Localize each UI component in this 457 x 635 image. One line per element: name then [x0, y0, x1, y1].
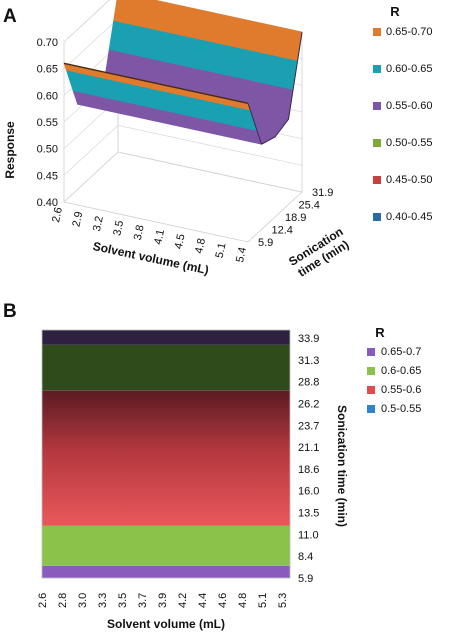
- panel-a-x-tick-label: 3.8: [132, 224, 147, 241]
- panel-b-y-tick-label: 18.6: [298, 464, 319, 476]
- panel-b-legend-label: 0.65-0.7: [381, 346, 421, 358]
- panel-b-y-axis-title: Sonication time (min): [335, 405, 349, 527]
- panel-b-band: [42, 525, 290, 566]
- panel-b-x-tick-label: 4.2: [177, 593, 189, 608]
- panel-a-legend-swatch: [373, 213, 381, 221]
- panel-a-y-tick-label: 0.55: [37, 117, 58, 129]
- panel-a-x-tick-label: 5.4: [234, 246, 249, 263]
- panel-a-legend-swatch: [373, 65, 381, 73]
- panel-b-x-tick-label: 3.7: [137, 593, 149, 608]
- panel-a-legend-swatch: [373, 176, 381, 184]
- panel-a-legend-title: R: [390, 4, 400, 19]
- panel-b-legend: 0.65-0.7 0.6-0.65 0.55-0.6 0.5-0.55: [367, 346, 421, 415]
- panel-a-x-axis-title: Solvent volume (mL): [92, 239, 210, 277]
- panel-b-x-tick-label: 4.6: [217, 593, 229, 608]
- panel-b-x-tick-label: 2.6: [37, 593, 49, 608]
- panel-a-y-tick-label: 0.70: [37, 37, 58, 49]
- panel-a-surface-plot: 0.70 0.65 0.60 0.55 0.50 0.45 0.402.6 2.9 3.2 3.5…: [37, 0, 333, 264]
- panel-b-band: [42, 390, 290, 526]
- panel-a-legend: 0.65-0.70 0.60-0.65 0.55-0.60 0.50-0.55 0.45…: [373, 26, 432, 223]
- panel-a-x-tick-label: 3.5: [111, 219, 126, 236]
- panel-b-band: [42, 330, 290, 345]
- panel-b-x-tick-label: 3.9: [157, 593, 169, 608]
- panel-b-y-tick-label: 31.3: [298, 355, 319, 367]
- panel-a-gridline: [63, 124, 303, 176]
- panel-a-legend-label: 0.65-0.70: [386, 26, 432, 38]
- panel-a-z-tick-label: 12.4: [272, 225, 293, 237]
- panel-b-y-tick-label: 13.5: [298, 508, 319, 520]
- panel-a-legend-label: 0.60-0.65: [386, 63, 432, 75]
- panel-a-legend-label: 0.40-0.45: [386, 211, 432, 223]
- panel-b-y-tick-label: 23.7: [298, 420, 319, 432]
- panel-b-band: [42, 344, 290, 391]
- panel-a-legend-swatch: [373, 28, 381, 36]
- panel-a-y-tick-label: 0.40: [37, 197, 58, 209]
- panel-a-legend-swatch: [373, 139, 381, 147]
- panel-b-y-tick-label: 8.4: [298, 551, 313, 563]
- panel-a-surface-front-edge: [63, 62, 249, 105]
- panel-b-y-tick-label: 16.0: [298, 486, 319, 498]
- panel-b-legend-swatch: [367, 386, 375, 394]
- panel-a-surface-edge: [247, 31, 303, 145]
- panel-a-y-tick-label: 0.50: [37, 144, 58, 156]
- panel-b-x-tick-label: 5.1: [257, 593, 269, 608]
- panel-a-x-tick-label: 3.2: [91, 215, 106, 232]
- panel-a-y-axis-title: Response: [3, 121, 17, 179]
- panel-b-x-tick-label: 2.8: [57, 593, 69, 608]
- panel-b-legend-title: R: [375, 325, 385, 340]
- panel-a-x-tick-label: 4.5: [173, 233, 188, 250]
- panel-b-legend-label: 0.5-0.55: [381, 403, 421, 415]
- panel-a-legend-swatch: [373, 102, 381, 110]
- panel-b-x-tick-label: 3.3: [97, 593, 109, 608]
- panel-a-y-tick-label: 0.45: [37, 170, 58, 182]
- panel-b-x-axis-title: Solvent volume (mL): [107, 617, 225, 631]
- panel-a-x-tick-label: 4.8: [193, 237, 208, 254]
- panel-a-x-tick-label: 2.6: [50, 206, 65, 223]
- panel-a-z-tick-label: 18.9: [285, 212, 306, 224]
- panel-b-y-tick-label: 28.8: [298, 377, 319, 389]
- panel-b-y-tick-label: 21.1: [298, 442, 319, 454]
- panel-b-y-tick-label: 5.9: [298, 573, 313, 585]
- panel-b-x-tick-label: 5.3: [277, 593, 289, 608]
- panel-a-legend-label: 0.50-0.55: [386, 137, 432, 149]
- panel-b-x-tick-label: 4.4: [197, 593, 209, 608]
- panel-b-band: [42, 565, 290, 578]
- panel-a-z-tick-label: 25.4: [299, 200, 320, 212]
- panel-b-y-tick-label: 11.0: [298, 529, 319, 541]
- panel-a-legend-label: 0.45-0.50: [386, 174, 432, 186]
- panel-b-legend-label: 0.55-0.6: [381, 384, 421, 396]
- panel-b-heatmap: 33.9 31.3 28.8 26.2 23.7 21.1 18.6 16.0 13.5 11.0…: [37, 329, 319, 608]
- panel-b-x-tick-label: 3.0: [77, 593, 89, 608]
- panel-a-y-tick-label: 0.60: [37, 90, 58, 102]
- panel-a-gridline: [63, 151, 303, 203]
- panel-a-legend-label: 0.55-0.60: [386, 100, 432, 112]
- panel-b-y-tick-label: 33.9: [298, 333, 319, 345]
- panel-b-legend-label: 0.6-0.65: [381, 365, 421, 377]
- panel-b-legend-swatch: [367, 348, 375, 356]
- panel-b-plot-frame: [41, 329, 291, 579]
- panel-b-legend-swatch: [367, 367, 375, 375]
- panel-a-x-tick-label: 5.1: [214, 242, 229, 259]
- panel-b-y-tick-label: 26.2: [298, 399, 319, 411]
- panel-b-legend-swatch: [367, 405, 375, 413]
- panel-a-y-tick-label: 0.65: [37, 64, 58, 76]
- panel-a-x-tick-label: 2.9: [70, 211, 85, 228]
- panel-a-label: A: [3, 6, 17, 27]
- panel-a-z-tick-label: 5.9: [258, 237, 273, 249]
- panel-b-x-tick-label: 3.5: [117, 593, 129, 608]
- panel-b-label: B: [3, 301, 17, 322]
- panel-a-x-tick-label: 4.1: [152, 228, 167, 245]
- panel-b-x-tick-label: 4.8: [237, 593, 249, 608]
- panel-a-z-tick-label: 31.9: [312, 187, 333, 199]
